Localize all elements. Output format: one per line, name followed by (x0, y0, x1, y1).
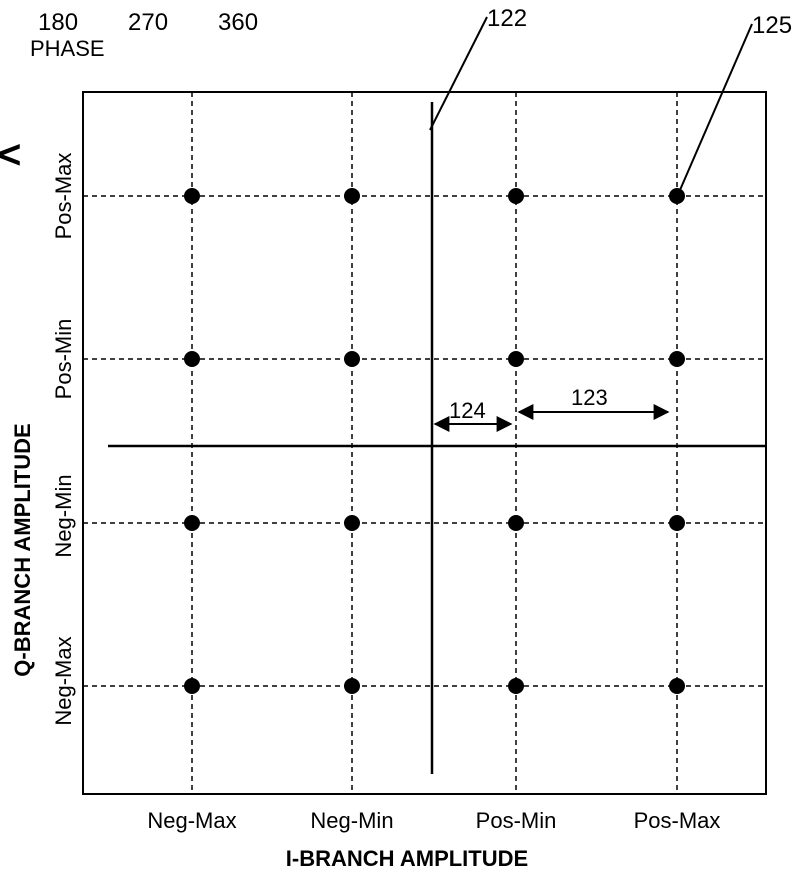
constellation-point-pos-min-pos-min (508, 351, 524, 367)
constellation-point-pos-min-pos-max (508, 188, 524, 204)
ref-label-122: 122 (487, 5, 527, 32)
y-tick-pos-max: Pos-Max (51, 153, 76, 240)
y-tick-pos-min: Pos-Min (51, 319, 76, 400)
plot-frame (82, 91, 767, 795)
constellation-point-pos-max-pos-min (669, 351, 685, 367)
grid-lines (83, 92, 766, 794)
ref-label-125: 125 (752, 12, 792, 39)
y-tick-neg-min: Neg-Min (51, 474, 76, 557)
x-tick-neg-max: Neg-Max (147, 808, 236, 833)
constellation-point-neg-min-pos-min (344, 351, 360, 367)
constellation-points (184, 188, 685, 694)
y-tick-neg-max: Neg-Max (51, 636, 76, 725)
ref-label-123: 123 (571, 385, 608, 410)
ref-label-124: 124 (449, 398, 486, 423)
constellation-point-neg-min-neg-min (344, 515, 360, 531)
leader-line-122 (429, 16, 488, 131)
x-axis-title: I-BRANCH AMPLITUDE (286, 846, 528, 871)
leader-line-125 (679, 23, 753, 191)
constellation-point-neg-max-pos-min (184, 351, 200, 367)
constellation-point-pos-max-neg-max (669, 678, 685, 694)
constellation-point-neg-min-pos-max (344, 188, 360, 204)
x-tick-pos-max: Pos-Max (634, 808, 721, 833)
y-axis-title: Q-BRANCH AMPLITUDE (10, 423, 35, 676)
x-tick-pos-min: Pos-Min (476, 808, 557, 833)
phase-value-270: 270 (128, 9, 168, 36)
constellation-point-neg-max-pos-max (184, 188, 200, 204)
constellation-point-pos-min-neg-max (508, 678, 524, 694)
constellation-point-pos-max-pos-max (669, 188, 685, 204)
constellation-point-neg-min-neg-max (344, 678, 360, 694)
phase-label: PHASE (30, 36, 105, 61)
phase-value-360: 360 (218, 9, 258, 36)
x-tick-neg-min: Neg-Min (310, 808, 393, 833)
constellation-point-neg-max-neg-max (184, 678, 200, 694)
constellation-point-pos-max-neg-min (669, 515, 685, 531)
constellation-point-neg-max-neg-min (184, 515, 200, 531)
constellation-point-pos-min-neg-min (508, 515, 524, 531)
phase-value-180: 180 (38, 9, 78, 36)
partial-glyph: < (0, 133, 21, 177)
